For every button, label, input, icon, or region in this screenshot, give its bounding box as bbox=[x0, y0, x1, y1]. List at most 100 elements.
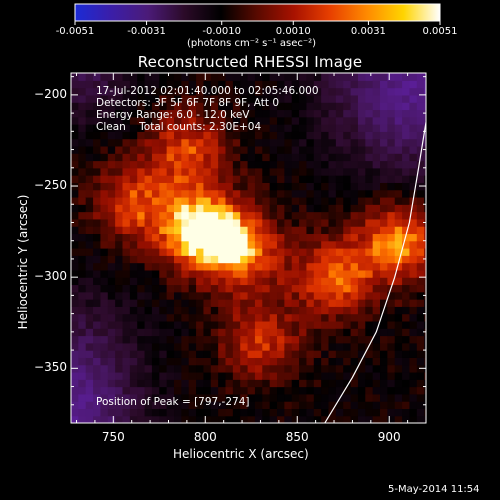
heatmap-cell bbox=[144, 415, 153, 423]
heatmap-cell bbox=[137, 94, 146, 103]
heatmap-cell bbox=[71, 335, 79, 344]
heatmap-cell bbox=[365, 350, 374, 358]
heatmap-cell bbox=[328, 335, 337, 344]
heatmap-cell bbox=[181, 393, 190, 402]
heatmap-cell bbox=[85, 102, 94, 111]
heatmap-cell bbox=[188, 248, 197, 256]
heatmap-cell bbox=[122, 189, 131, 198]
heatmap-cell bbox=[291, 211, 300, 220]
heatmap-cell bbox=[247, 116, 256, 125]
heatmap-cell bbox=[203, 153, 212, 162]
heatmap-cell bbox=[166, 371, 175, 380]
heatmap-cell bbox=[328, 342, 337, 351]
heatmap-cell bbox=[424, 393, 426, 402]
heatmap-cell bbox=[291, 138, 300, 147]
heatmap-cell bbox=[71, 306, 79, 315]
heatmap-cell bbox=[85, 277, 94, 286]
heatmap-cell bbox=[416, 80, 425, 89]
heatmap-cell bbox=[210, 328, 219, 337]
heatmap-cell bbox=[144, 408, 153, 417]
heatmap-cell bbox=[343, 291, 352, 300]
heatmap-cell bbox=[306, 277, 315, 286]
heatmap-cell bbox=[174, 291, 182, 300]
heatmap-cell bbox=[93, 204, 102, 213]
heatmap-cell bbox=[232, 102, 241, 111]
heatmap-cell bbox=[284, 196, 293, 205]
heatmap-cell bbox=[240, 357, 249, 366]
heatmap-cell bbox=[313, 153, 322, 162]
heatmap-cell bbox=[137, 357, 146, 366]
heatmap-cell bbox=[232, 393, 241, 402]
heatmap-cell bbox=[372, 291, 381, 300]
heatmap-cell bbox=[240, 160, 249, 169]
heatmap-cell bbox=[203, 335, 212, 344]
heatmap-cell bbox=[240, 182, 249, 191]
heatmap-cell bbox=[85, 371, 94, 380]
heatmap-cell bbox=[284, 299, 293, 307]
heatmap-cell bbox=[174, 386, 182, 395]
heatmap-cell bbox=[137, 233, 146, 242]
heatmap-cell bbox=[424, 248, 426, 256]
heatmap-cell bbox=[166, 313, 175, 322]
heatmap-cell bbox=[269, 94, 278, 103]
heatmap-cell bbox=[254, 255, 263, 264]
heatmap-cell bbox=[387, 109, 396, 118]
heatmap-cell bbox=[137, 204, 146, 213]
heatmap-cell bbox=[387, 299, 396, 307]
heatmap-cell bbox=[100, 350, 109, 358]
heatmap-cell bbox=[85, 233, 94, 242]
heatmap-cell bbox=[350, 269, 359, 278]
heatmap-cell bbox=[372, 371, 381, 380]
heatmap-cell bbox=[203, 320, 212, 329]
heatmap-cell bbox=[71, 153, 79, 162]
heatmap-cell bbox=[254, 248, 263, 256]
heatmap-cell bbox=[343, 182, 352, 191]
heatmap-cell bbox=[100, 175, 109, 183]
heatmap-cell bbox=[144, 277, 153, 286]
heatmap-cell bbox=[306, 320, 315, 329]
heatmap-cell bbox=[181, 248, 190, 256]
heatmap-cell bbox=[277, 320, 285, 329]
heatmap-cell bbox=[144, 386, 153, 395]
heatmap-cell bbox=[277, 87, 285, 96]
heatmap-cell bbox=[218, 116, 227, 125]
y-tick-label: −250 bbox=[34, 178, 67, 193]
heatmap-cell bbox=[254, 218, 263, 227]
heatmap-cell bbox=[93, 109, 102, 118]
heatmap-cell bbox=[188, 335, 197, 344]
heatmap-cell bbox=[174, 138, 182, 147]
heatmap-cell bbox=[247, 350, 256, 358]
heatmap-cell bbox=[240, 284, 249, 293]
heatmap-cell bbox=[144, 87, 153, 96]
heatmap-cell bbox=[129, 226, 138, 235]
heatmap-cell bbox=[166, 233, 175, 242]
heatmap-cell bbox=[328, 124, 337, 132]
heatmap-cell bbox=[196, 371, 205, 380]
heatmap-cell bbox=[129, 160, 138, 169]
heatmap-cell bbox=[380, 211, 388, 220]
heatmap-cell bbox=[203, 189, 212, 198]
heatmap-cell bbox=[321, 415, 330, 423]
heatmap-cell bbox=[188, 218, 197, 227]
heatmap-cell bbox=[174, 116, 182, 125]
heatmap-cell bbox=[210, 167, 219, 176]
heatmap-cell bbox=[328, 328, 337, 337]
heatmap-cell bbox=[151, 401, 160, 410]
heatmap-cell bbox=[321, 299, 330, 307]
heatmap-cell bbox=[210, 87, 219, 96]
heatmap-cell bbox=[409, 167, 418, 176]
heatmap-cell bbox=[188, 204, 197, 213]
heatmap-cell bbox=[277, 204, 285, 213]
heatmap-cell bbox=[144, 196, 153, 205]
heatmap-cell bbox=[85, 350, 94, 358]
heatmap-cell bbox=[343, 226, 352, 235]
heatmap-cell bbox=[196, 240, 205, 249]
heatmap-cell bbox=[424, 87, 426, 96]
heatmap-cell bbox=[284, 386, 293, 395]
heatmap-cell bbox=[166, 299, 175, 307]
heatmap-cell bbox=[269, 73, 278, 81]
heatmap-cell bbox=[350, 109, 359, 118]
heatmap-cell bbox=[394, 138, 403, 147]
heatmap-cell bbox=[232, 204, 241, 213]
heatmap-cell bbox=[343, 350, 352, 358]
